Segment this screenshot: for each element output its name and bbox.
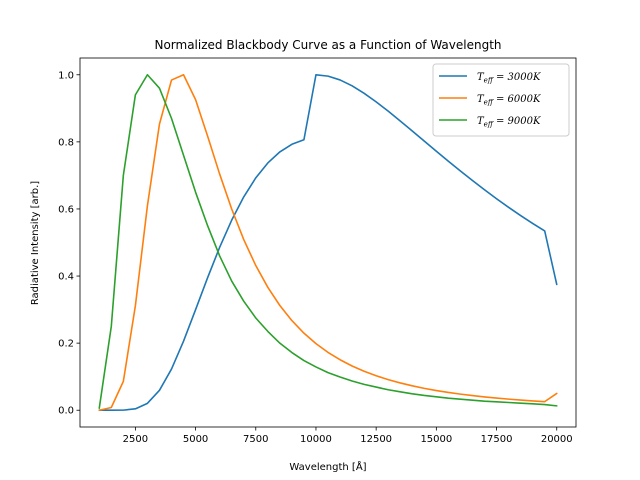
legend-label-1: Teff = 3000K xyxy=(477,72,541,85)
y-tick-label: 0.4 xyxy=(58,272,74,283)
y-tick-label: 1.0 xyxy=(58,70,74,81)
y-axis-label: Radiative Intensity [arb.] xyxy=(30,181,41,305)
series-line-3 xyxy=(98,73,558,410)
x-tick-label: 2500 xyxy=(123,434,148,445)
x-tick-label: 20000 xyxy=(541,434,573,445)
legend-label-2: Teff = 6000K xyxy=(477,94,541,107)
legend: Teff = 3000K Teff = 6000K Teff = 9000K xyxy=(432,63,570,137)
x-tick-label: 10000 xyxy=(300,434,332,445)
y-tick-label: 0.8 xyxy=(58,137,74,148)
x-tick-label: 17500 xyxy=(481,434,513,445)
x-tick-label: 5000 xyxy=(183,434,208,445)
series-line-2 xyxy=(98,73,558,412)
x-tick-label: 15000 xyxy=(420,434,452,445)
x-tick-label: 7500 xyxy=(243,434,268,445)
y-tick-label: 0.0 xyxy=(58,406,74,417)
legend-box xyxy=(432,63,570,137)
axis-ticks: 2500 5000 7500 10000 12500 15000 17500 20000 0.0… xyxy=(58,70,573,445)
series-line-1 xyxy=(98,73,558,412)
y-tick-label: 0.2 xyxy=(58,339,74,350)
x-axis-label: Wavelength [Å] xyxy=(289,460,366,473)
x-tick-label: 12500 xyxy=(360,434,392,445)
axes-frame xyxy=(79,57,577,428)
chart-title: Normalized Blackbody Curve as a Function… xyxy=(154,38,501,52)
legend-label-3: Teff = 9000K xyxy=(477,116,541,129)
plot-area xyxy=(98,73,558,412)
y-tick-label: 0.6 xyxy=(58,204,74,215)
